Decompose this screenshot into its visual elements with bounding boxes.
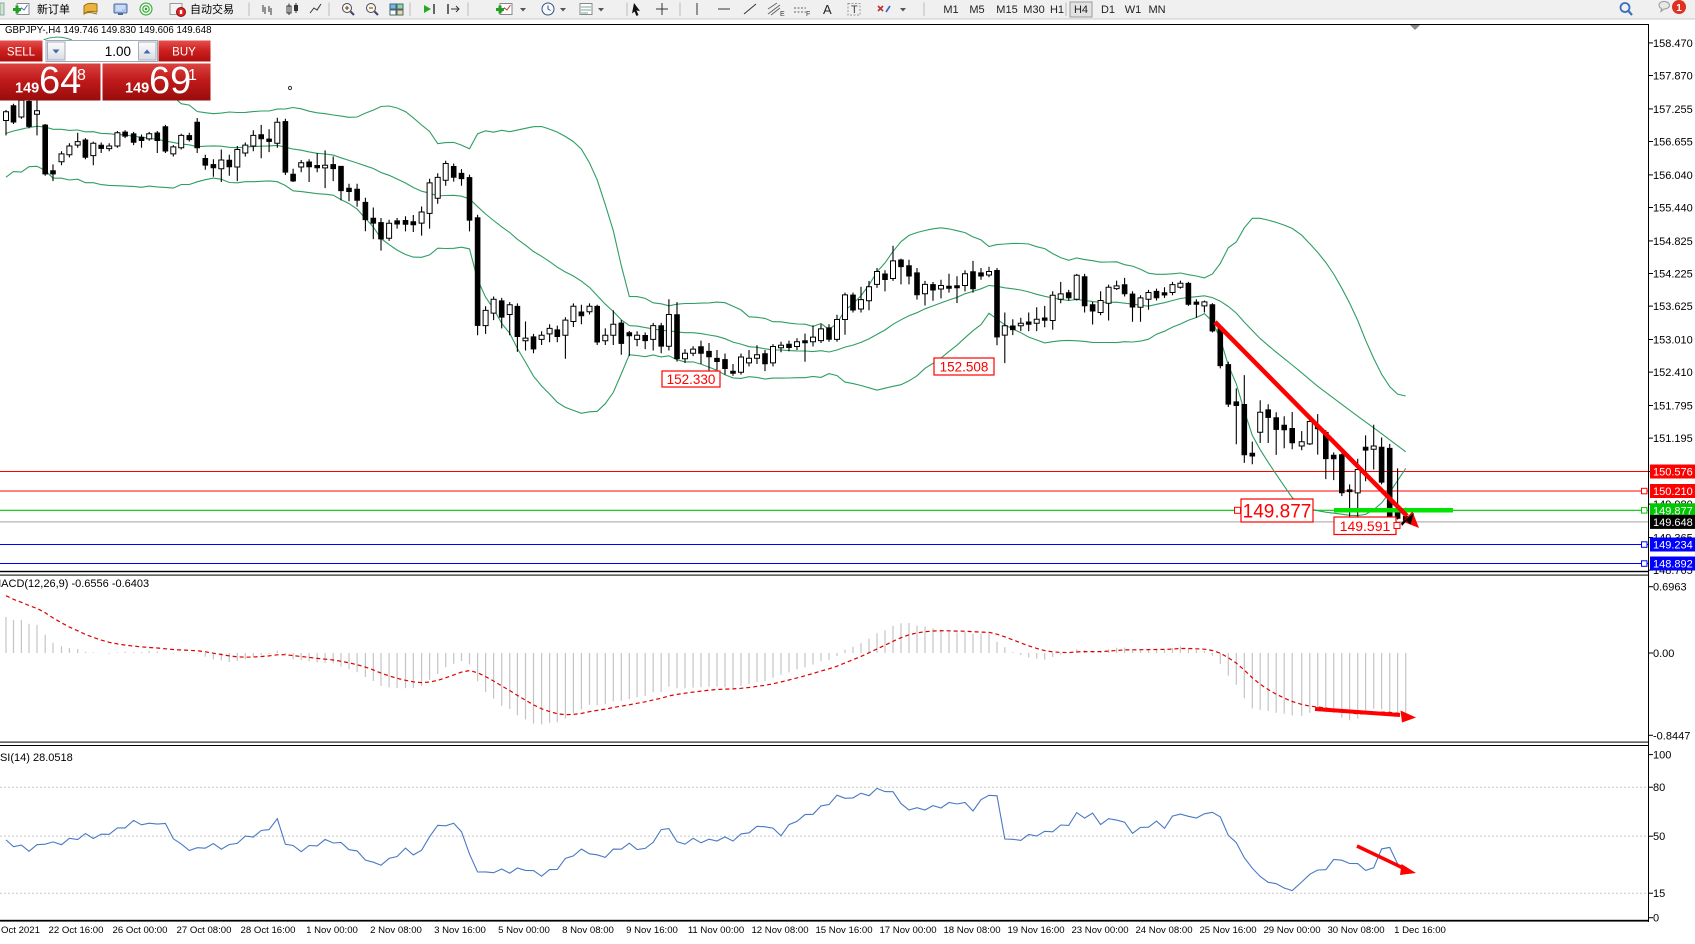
svg-text:156.655: 156.655 [1653,137,1693,149]
svg-text:151.795: 151.795 [1653,401,1693,413]
svg-text:1 Dec 16:00: 1 Dec 16:00 [1394,925,1446,936]
svg-text:M30: M30 [1023,4,1044,16]
svg-text:80: 80 [1653,782,1665,794]
svg-text:17 Nov 00:00: 17 Nov 00:00 [879,925,936,936]
svg-text:157.870: 157.870 [1653,71,1693,83]
svg-text:154.225: 154.225 [1653,269,1693,281]
svg-text:149.877: 149.877 [1653,505,1693,517]
svg-text:M1: M1 [943,4,958,16]
svg-text:150.576: 150.576 [1653,467,1693,479]
svg-text:152.410: 152.410 [1653,367,1693,379]
svg-text:MN: MN [1148,4,1165,16]
svg-text:157.255: 157.255 [1653,104,1693,116]
svg-text:1: 1 [188,67,197,84]
svg-text:F: F [806,11,810,18]
svg-text:30 Nov 08:00: 30 Nov 08:00 [1327,925,1384,936]
svg-text:M5: M5 [969,4,984,16]
svg-text:100: 100 [1653,750,1671,762]
svg-text:M15: M15 [996,4,1017,16]
svg-text:27 Oct 08:00: 27 Oct 08:00 [177,925,232,936]
svg-text:149.877: 149.877 [1243,501,1312,522]
svg-text:155.440: 155.440 [1653,203,1693,215]
svg-text:149: 149 [15,81,39,97]
svg-text:1 Nov 00:00: 1 Nov 00:00 [306,925,358,936]
svg-text:26 Oct 00:00: 26 Oct 00:00 [113,925,168,936]
svg-text:GBPJPY-,H4 149.746 149.830 14: GBPJPY-,H4 149.746 149.830 149.606 149.6… [5,25,211,36]
svg-text:24 Nov 08:00: 24 Nov 08:00 [1135,925,1192,936]
svg-text:64: 64 [39,60,81,102]
svg-text:BUY: BUY [172,47,196,59]
svg-text:0.00: 0.00 [1653,648,1674,660]
svg-text:153.010: 153.010 [1653,335,1693,347]
svg-text:22 Oct 16:00: 22 Oct 16:00 [49,925,104,936]
svg-text:0: 0 [1653,913,1659,925]
svg-text:69: 69 [149,60,191,102]
svg-text:149.234: 149.234 [1653,540,1693,552]
svg-text:E: E [780,11,785,18]
svg-text:151.195: 151.195 [1653,433,1693,445]
svg-text:-0.8447: -0.8447 [1653,730,1690,742]
svg-text:5 Nov 00:00: 5 Nov 00:00 [498,925,550,936]
svg-text:SELL: SELL [7,47,36,59]
svg-text:H1: H1 [1050,4,1064,16]
svg-text:9 Nov 16:00: 9 Nov 16:00 [626,925,678,936]
svg-text:149.591: 149.591 [1340,518,1391,534]
svg-text:150.210: 150.210 [1653,486,1693,498]
svg-text:1.00: 1.00 [105,44,131,59]
svg-text:H4: H4 [1074,4,1088,16]
svg-text:12 Nov 08:00: 12 Nov 08:00 [751,925,808,936]
svg-text:8 Nov 08:00: 8 Nov 08:00 [562,925,614,936]
svg-text:RSI(14) 28.0518: RSI(14) 28.0518 [0,752,73,764]
svg-text:新订单: 新订单 [37,2,70,16]
svg-text:15 Nov 16:00: 15 Nov 16:00 [815,925,872,936]
svg-text:19 Nov 16:00: 19 Nov 16:00 [1007,925,1064,936]
svg-text:W1: W1 [1125,4,1142,16]
svg-text:152.508: 152.508 [940,359,989,374]
svg-text:18 Nov 08:00: 18 Nov 08:00 [943,925,1000,936]
svg-text:MACD(12,26,9) -0.6556 -0.6403: MACD(12,26,9) -0.6556 -0.6403 [0,578,149,590]
svg-text:2 Nov 08:00: 2 Nov 08:00 [370,925,422,936]
svg-text:152.330: 152.330 [667,372,716,387]
svg-text:149: 149 [125,81,149,97]
svg-text:A: A [823,2,832,17]
svg-text:154.825: 154.825 [1653,236,1693,248]
svg-text:156.040: 156.040 [1653,170,1693,182]
svg-text:29 Nov 00:00: 29 Nov 00:00 [1263,925,1320,936]
svg-text:25 Nov 16:00: 25 Nov 16:00 [1199,925,1256,936]
svg-text:8: 8 [77,67,86,84]
svg-text:50: 50 [1653,831,1665,843]
svg-text:15: 15 [1653,888,1665,900]
svg-text:148.892: 148.892 [1653,559,1693,571]
svg-text:149.648: 149.648 [1653,517,1693,529]
svg-text:T: T [851,4,858,16]
svg-text:3 Nov 16:00: 3 Nov 16:00 [434,925,486,936]
svg-text:23 Nov 00:00: 23 Nov 00:00 [1071,925,1128,936]
svg-text:153.625: 153.625 [1653,301,1693,313]
svg-text:Oct 2021: Oct 2021 [1,925,40,936]
svg-text:D1: D1 [1101,4,1115,16]
svg-text:158.470: 158.470 [1653,38,1693,50]
svg-text:11 Nov 00:00: 11 Nov 00:00 [688,925,744,936]
svg-text:自动交易: 自动交易 [190,2,234,16]
svg-text:28 Oct 16:00: 28 Oct 16:00 [241,925,296,936]
svg-text:0.6963: 0.6963 [1653,582,1687,594]
svg-text:1: 1 [1676,3,1682,14]
